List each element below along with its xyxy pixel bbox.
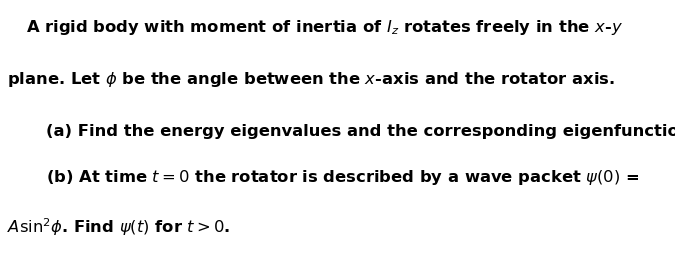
Text: A rigid body with moment of inertia of $I_z$ rotates freely in the $x$-$y$: A rigid body with moment of inertia of $… [26,18,622,37]
Text: $A\sin^2\!\phi$. Find $\psi(t)$ for $t > 0$.: $A\sin^2\!\phi$. Find $\psi(t)$ for $t >… [7,217,230,238]
Text: (a) Find the energy eigenvalues and the corresponding eigenfunctions.: (a) Find the energy eigenvalues and the … [46,124,675,139]
Text: plane. Let $\phi$ be the angle between the $x$-axis and the rotator axis.: plane. Let $\phi$ be the angle between t… [7,70,615,89]
Text: (b) At time $t = 0$ the rotator is described by a wave packet $\psi(0)$ =: (b) At time $t = 0$ the rotator is descr… [46,168,639,187]
